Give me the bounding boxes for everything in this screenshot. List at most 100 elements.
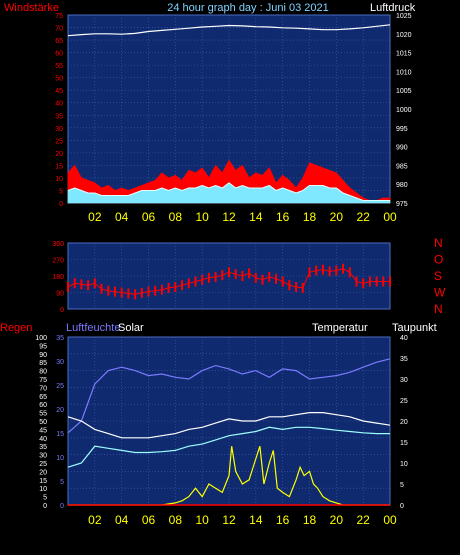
solar-label: Solar [118, 322, 144, 334]
wind-direction-point [375, 276, 378, 287]
wind-tick-label: 60 [55, 51, 63, 58]
wind-direction-point [100, 283, 103, 294]
rain-tick-label: 90 [39, 352, 47, 359]
wind-direction-point [355, 276, 358, 287]
rain-tick-label: 45 [39, 427, 47, 434]
wind-direction-point [140, 287, 143, 298]
rain-tick-label: 65 [39, 394, 47, 401]
rain-tick-label: 75 [39, 377, 47, 384]
wind-direction-point [80, 279, 83, 290]
pressure-label: Luftdruck [370, 2, 416, 14]
time-tick-label: 14 [249, 513, 263, 527]
wind-average-line [67, 182, 390, 201]
dewpoint-tick-label: 30 [400, 377, 408, 384]
compass-tick-label: N [434, 236, 443, 250]
wind-direction-point [241, 271, 244, 281]
wind-direction-point [160, 284, 163, 295]
wind-direction-point [389, 276, 391, 287]
chart-title: 24 hour graph day : Juni 03 2021 [167, 2, 328, 14]
rain-tick-label: 10 [39, 486, 47, 493]
time-tick-label: 04 [115, 513, 129, 527]
wind-tick-label: 70 [55, 26, 63, 33]
rain-tick-label: 85 [39, 360, 47, 367]
wind-direction-point [167, 282, 170, 293]
wind-tick-label: 40 [55, 101, 63, 108]
compass-tick-label: S [434, 269, 442, 283]
wind-direction-point [221, 270, 224, 281]
dewpoint-tick-label: 40 [400, 335, 408, 342]
wind-direction-point [73, 278, 76, 289]
wind-direction-point [348, 267, 351, 278]
wind-tick-label: 0 [59, 201, 63, 208]
time-tick-label: 06 [142, 210, 156, 224]
wind-direction-point [321, 264, 324, 275]
wind-direction-point [93, 278, 96, 289]
pressure-tick-label: 1010 [396, 69, 412, 76]
compass-tick-label: W [434, 286, 446, 300]
time-tick-label: 08 [169, 513, 183, 527]
direction-degree-label: 0 [60, 307, 64, 314]
wind-direction-point [248, 268, 251, 279]
wind-direction-point [261, 274, 264, 285]
wind-tick-label: 20 [55, 151, 63, 158]
wind-direction-point [288, 280, 291, 291]
wind-direction-point [342, 263, 344, 274]
dewpoint-tick-label: 35 [400, 356, 408, 363]
dewpoint-axis-ticks: 0 5 10 15 20 25 30 35 40 [400, 335, 408, 510]
compass-tick-label: N [434, 302, 443, 316]
temperature-line [67, 412, 391, 439]
rain-tick-label: 100 [35, 335, 47, 342]
dewpoint-tick-label: 5 [400, 482, 404, 489]
rain-tick-label: 70 [39, 385, 47, 392]
wind-direction-point [174, 282, 177, 292]
humidity-tick-label: 15 [56, 431, 64, 438]
time-tick-label: 18 [303, 513, 317, 527]
dewpoint-tick-label: 10 [400, 461, 408, 468]
rain-tick-label: 20 [39, 469, 47, 476]
wind-tick-label: 75 [55, 13, 63, 20]
dewpoint-tick-label: 15 [400, 440, 408, 447]
humidity-tick-label: 5 [60, 479, 64, 486]
wind-direction-point [295, 282, 298, 292]
wind-strength-label: Windstärke [4, 2, 59, 14]
pressure-tick-label: 985 [396, 163, 408, 170]
humidity-tick-label: 0 [60, 503, 64, 510]
rain-tick-label: 0 [43, 503, 47, 510]
time-tick-label: 12 [222, 513, 236, 527]
time-axis-3: 02 04 06 08 10 12 14 16 18 20 22 00 [88, 513, 397, 527]
pressure-line [67, 24, 391, 37]
time-axis-1: 02 04 06 08 10 12 14 16 18 20 22 00 [88, 210, 397, 224]
direction-degree-label: 180 [52, 274, 64, 281]
wind-direction-point [335, 265, 338, 276]
wind-tick-label: 30 [55, 126, 63, 133]
pressure-tick-label: 1015 [396, 51, 412, 58]
humidity-label: Luftfeuchte [66, 322, 120, 334]
wind-direction-point [228, 267, 230, 278]
wind-direction-point [268, 271, 271, 282]
wind-direction-point [127, 288, 130, 299]
rain-tick-label: 30 [39, 453, 47, 460]
dewpoint-line [67, 426, 390, 468]
humidity-tick-label: 35 [56, 335, 64, 342]
rain-label: Regen [0, 322, 32, 334]
time-tick-label: 02 [88, 513, 102, 527]
humidity-tick-label: 25 [56, 383, 64, 390]
wind-direction-point [275, 273, 277, 284]
wind-direction-point [254, 272, 257, 283]
dewpoint-tick-label: 0 [400, 503, 404, 510]
wind-direction-point [107, 285, 110, 296]
time-tick-label: 02 [88, 210, 102, 224]
pressure-tick-label: 990 [396, 145, 408, 152]
humidity-tick-label: 20 [56, 407, 64, 414]
humidity-line [67, 358, 391, 434]
humidity-tick-label: 10 [56, 455, 64, 462]
wind-direction-point [234, 269, 237, 280]
wind-direction-point [87, 280, 90, 291]
wind-direction-point [120, 287, 123, 298]
pressure-tick-label: 980 [396, 182, 408, 189]
wind-axis-ticks: 0 5 10 15 20 25 30 35 40 45 50 55 60 65 70 75 [55, 13, 63, 208]
wind-direction-point [301, 282, 304, 293]
dewpoint-tick-label: 20 [400, 419, 408, 426]
